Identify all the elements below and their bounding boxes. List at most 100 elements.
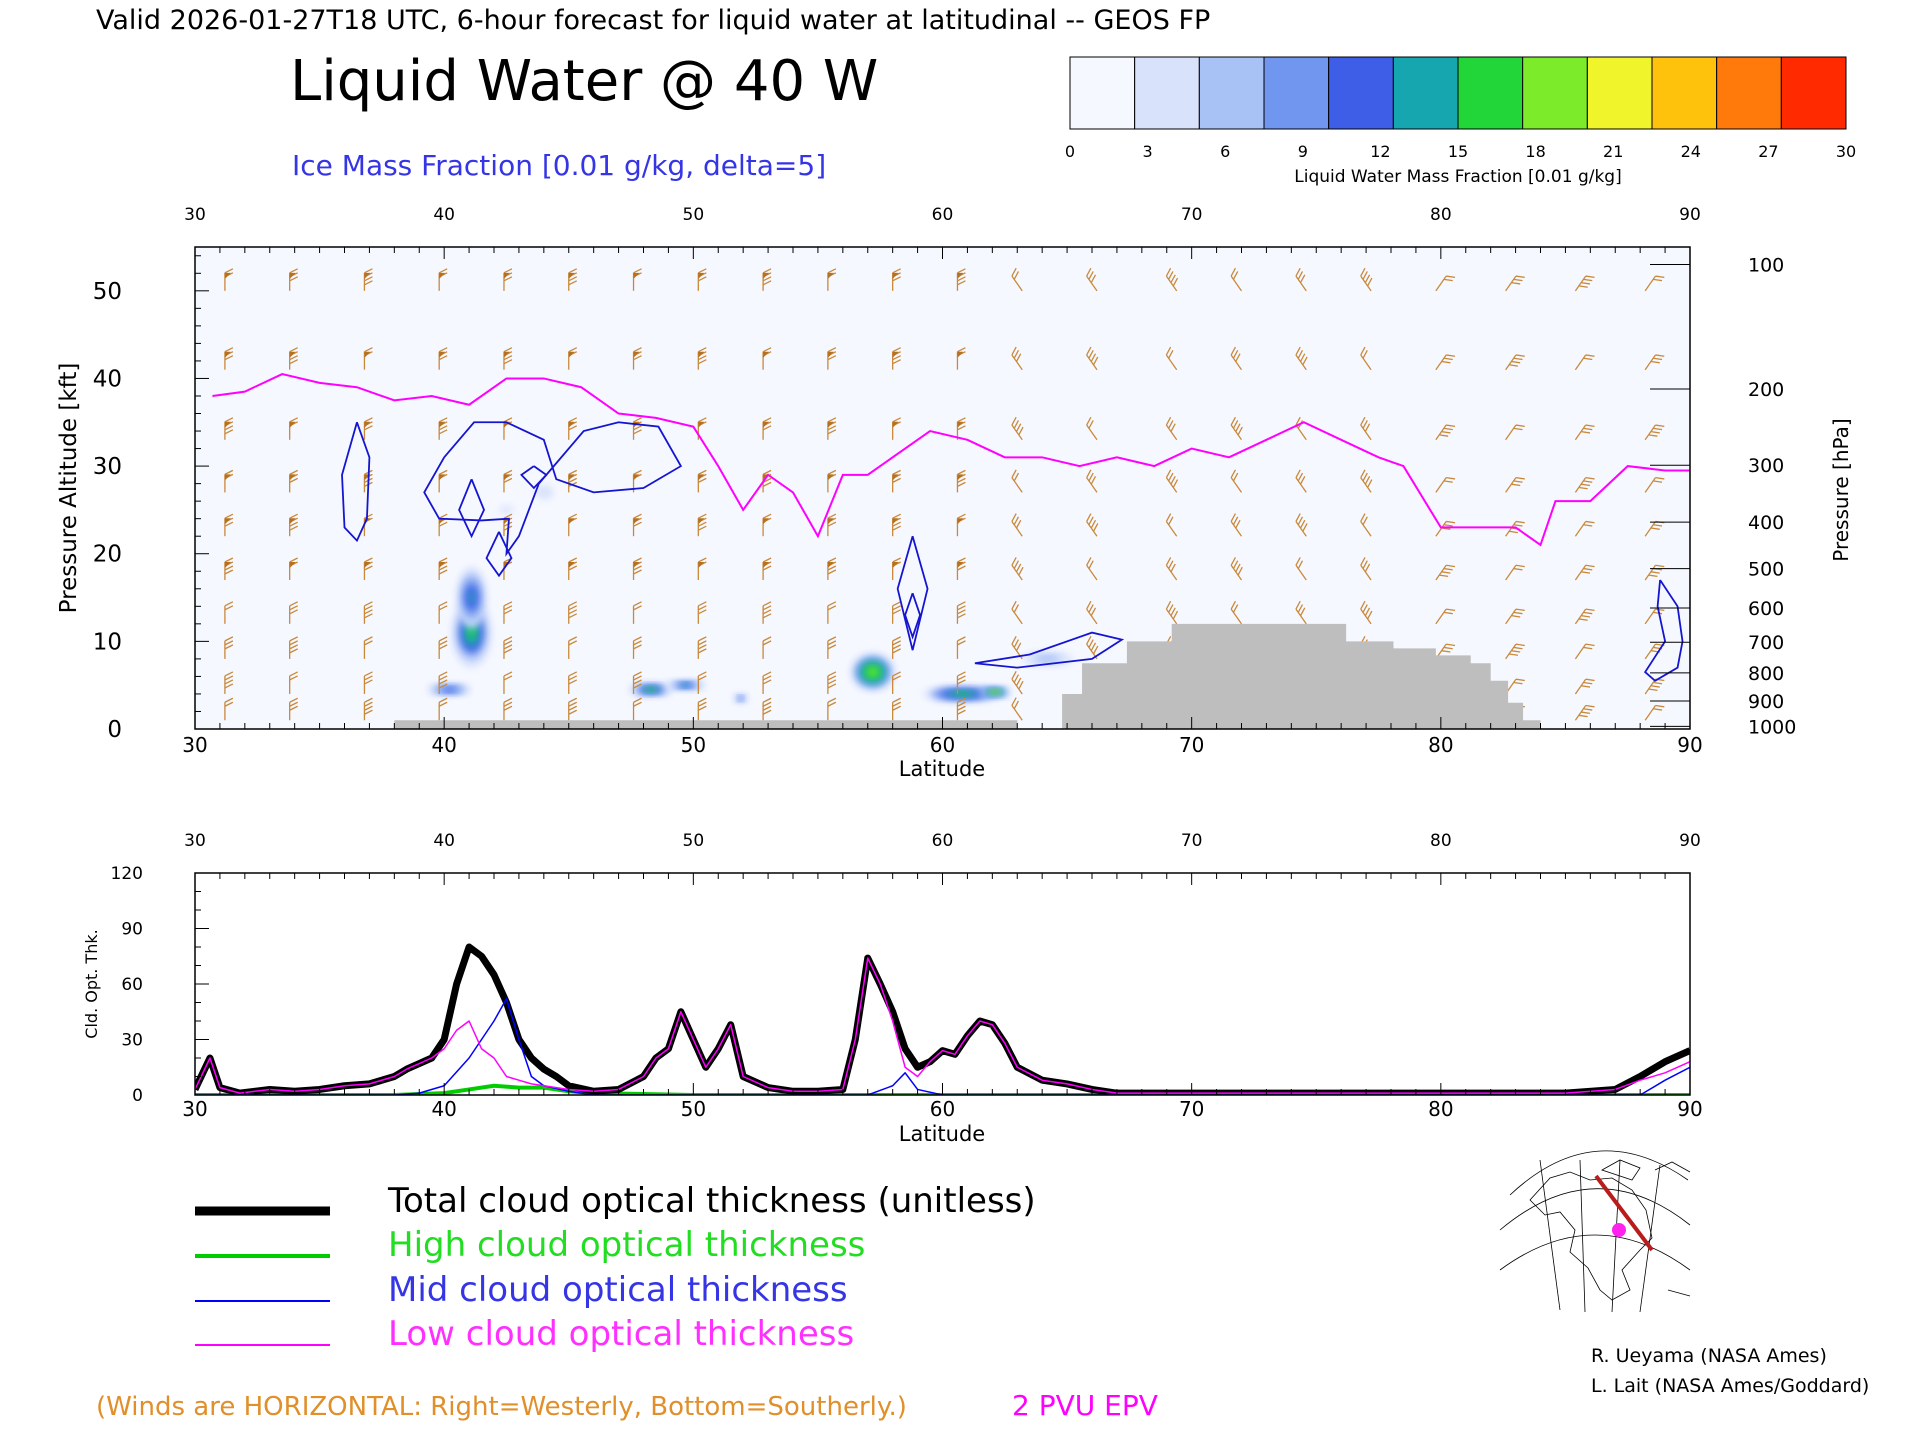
pressure-tick-label: 1000 — [1748, 716, 1796, 738]
wind-barb — [1011, 697, 1023, 721]
wind-barb — [1435, 275, 1456, 292]
wind-barb — [1011, 557, 1024, 581]
lat-tick-label-bottom: 60 — [930, 733, 955, 757]
wind-barb — [1644, 476, 1665, 493]
lat-tick-label-bottom: 30 — [182, 733, 207, 757]
wind-barb — [1165, 346, 1178, 371]
ice-contour — [1643, 579, 1684, 682]
ice-contour — [423, 421, 683, 557]
wind-barb — [363, 601, 373, 624]
credit-line-1: R. Ueyama (NASA Ames) — [1591, 1345, 1827, 1367]
colorbar-tick-label: 6 — [1220, 142, 1230, 161]
pressure-tick-label: 800 — [1748, 663, 1784, 685]
wind-barb — [892, 417, 901, 440]
wind-barb — [1230, 267, 1243, 292]
wind-barbs — [224, 267, 1665, 721]
wind-barb — [1230, 600, 1243, 625]
lat-tick-label-top: 50 — [683, 205, 705, 225]
cross-section-panel: 3030404050506060707080809090010203040501… — [56, 205, 1853, 781]
legend-label-low: Low cloud optical thickness — [388, 1314, 854, 1354]
wind-barb — [289, 469, 298, 493]
wind-barb — [1360, 557, 1372, 581]
wind-barb — [289, 417, 298, 440]
liquid-water-cell — [499, 505, 514, 515]
colorbar-tick-label: 9 — [1298, 142, 1308, 161]
ice-contour — [485, 531, 513, 578]
wind-barb — [363, 347, 373, 370]
wind-barb — [1360, 600, 1373, 625]
colorbar-box — [1069, 56, 1136, 130]
lat-tick-label-bottom: 80 — [1428, 733, 1453, 757]
bottom-lat-tick-label: 70 — [1179, 1097, 1204, 1121]
colorbar-box — [1328, 56, 1394, 130]
wind-barb — [1011, 600, 1023, 625]
lat-tick-label-top: 90 — [1679, 205, 1701, 225]
bottom-lat-tick-label: 90 — [1677, 1097, 1702, 1121]
altitude-tick-label: 30 — [93, 454, 122, 480]
wind-barb — [892, 636, 901, 659]
liquid-water-cell — [646, 687, 656, 692]
wind-barb — [1295, 469, 1307, 493]
optical-thickness-lines — [195, 943, 1690, 1095]
wind-barb — [1086, 600, 1098, 625]
wind-barb — [363, 636, 373, 659]
pressure-tick-label: 200 — [1748, 379, 1784, 401]
wind-barb — [956, 513, 966, 537]
wind-barb — [1644, 424, 1665, 441]
colorbar-boxes — [1069, 56, 1847, 130]
wind-barb — [956, 417, 966, 440]
ice-contour — [904, 592, 922, 640]
wind-barb — [1435, 476, 1456, 493]
wind-barb — [224, 601, 234, 624]
wind-barb — [827, 513, 837, 537]
colorbar-box — [1263, 56, 1330, 130]
wind-barb — [438, 417, 448, 440]
wind-barb — [438, 697, 448, 721]
wind-barb — [1230, 416, 1243, 441]
location-dot — [1612, 1223, 1626, 1237]
wind-barb — [697, 557, 707, 581]
wind-barb — [1360, 267, 1373, 292]
wind-barb — [1011, 671, 1024, 695]
colorbar-box — [1457, 56, 1524, 130]
wind-barb — [762, 636, 772, 659]
wind-barb — [697, 417, 707, 440]
bottom-lat-tick-label: 60 — [930, 1097, 955, 1121]
wind-barb — [1165, 513, 1178, 537]
wind-barb — [1574, 476, 1595, 493]
altitude-tick-label: 0 — [107, 717, 122, 743]
wind-barb — [1574, 520, 1595, 537]
wind-barb — [1011, 513, 1023, 537]
colorbar-box — [1651, 56, 1718, 130]
colorbar-box — [1780, 56, 1847, 130]
wind-barb — [1505, 520, 1525, 537]
wind-barb — [1574, 608, 1595, 625]
liquid-water-cell — [991, 690, 998, 695]
wind-barb — [289, 513, 298, 537]
liquid-water-cell — [738, 696, 743, 701]
valid-time-line: Valid 2026-01-27T18 UTC, 6-hour forecast… — [96, 5, 1210, 36]
colorbar-tick-label: 21 — [1603, 142, 1623, 161]
lat-tick-label-top: 80 — [1430, 205, 1452, 225]
wind-barb — [1644, 354, 1665, 371]
wind-barb — [438, 469, 448, 493]
wind-barb — [503, 601, 513, 624]
wind-barb — [1295, 557, 1307, 581]
bottom-lat-tick-label-top: 30 — [184, 831, 206, 851]
ice-contour — [520, 465, 548, 490]
wind-barb — [438, 601, 448, 624]
wind-barb — [762, 417, 772, 440]
wind-barb — [503, 469, 513, 493]
wind-barb — [697, 601, 707, 624]
wind-barb — [697, 513, 707, 537]
wind-barb — [568, 513, 578, 537]
wind-barb — [892, 469, 901, 493]
wind-barb — [503, 268, 513, 291]
wind-barb — [224, 557, 234, 581]
epv-legend: 2 PVU EPV — [1012, 1389, 1158, 1422]
wind-barb — [363, 557, 373, 581]
wind-barb — [568, 601, 578, 624]
wind-barb — [1505, 564, 1525, 581]
wind-barb — [1360, 416, 1372, 441]
transect-line — [1594, 1174, 1654, 1252]
